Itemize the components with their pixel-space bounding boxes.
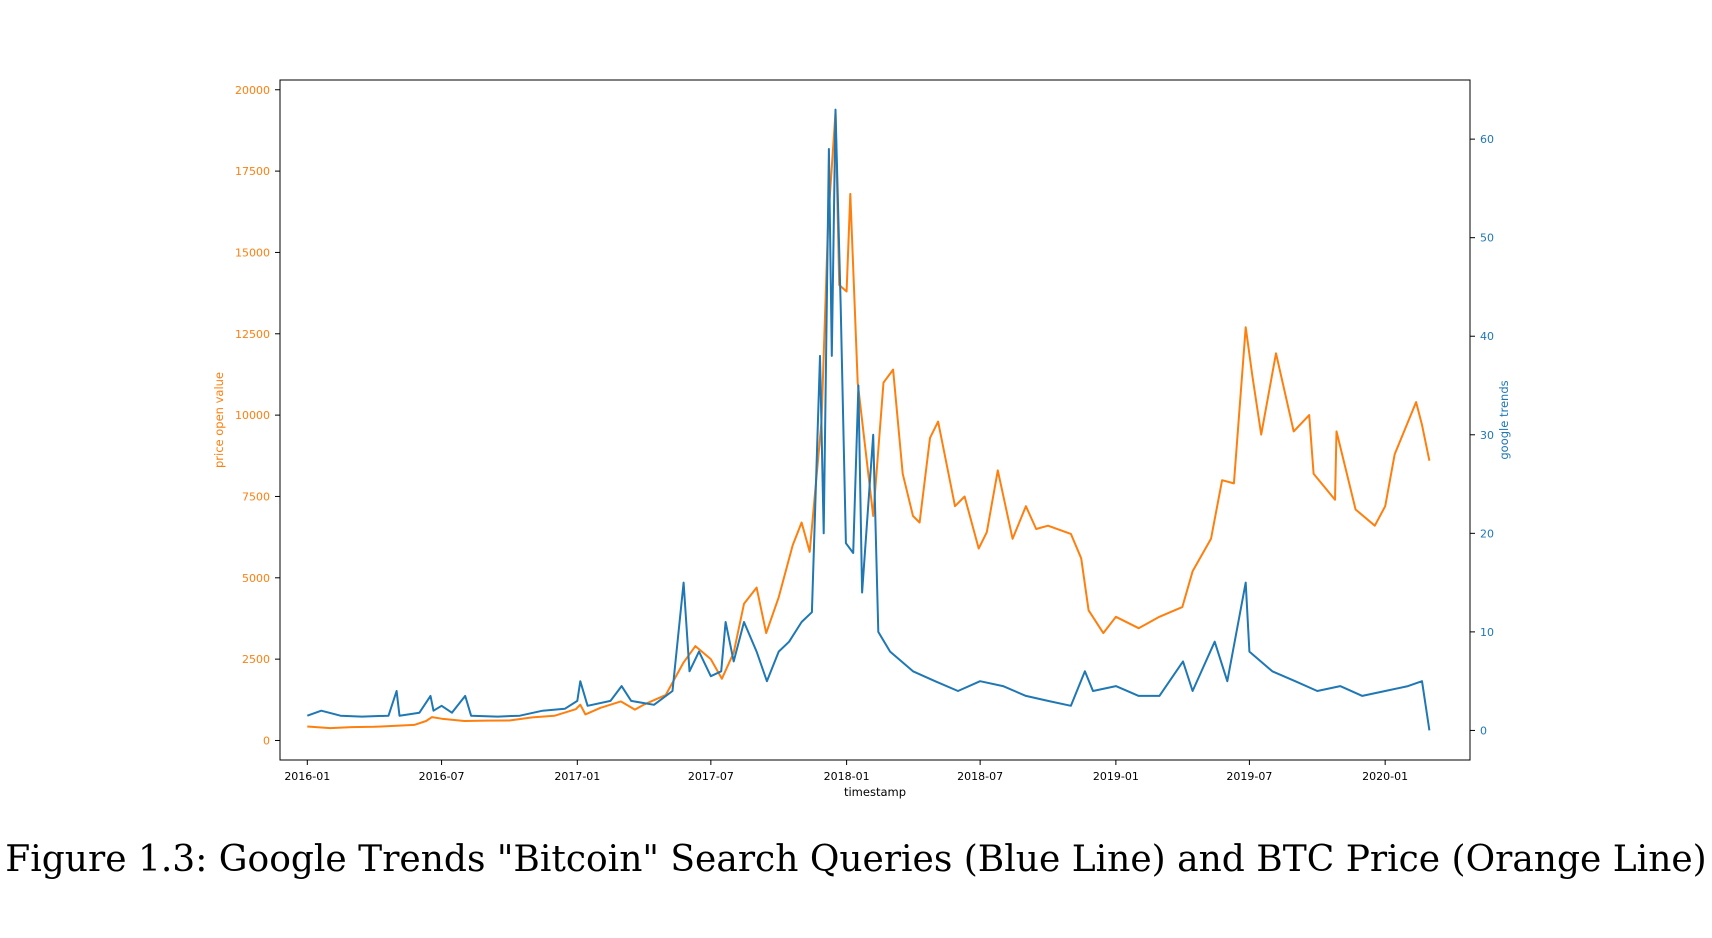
left-y-tick-label: 20000 [235, 84, 270, 97]
x-axis-label: timestamp [844, 785, 906, 799]
left-y-tick-label: 0 [263, 734, 270, 747]
price-series-line [307, 111, 1431, 730]
x-tick-label: 2016-07 [419, 770, 465, 783]
google-trends-series-line [306, 108, 1431, 731]
right-y-tick-label: 10 [1480, 626, 1494, 639]
x-tick-label: 2020-01 [1362, 770, 1408, 783]
left-y-axis-label: price open value [212, 372, 226, 468]
left-y-tick-label: 7500 [242, 490, 270, 503]
plot-frame [279, 79, 1471, 761]
right-y-tick-label: 60 [1480, 133, 1494, 146]
x-tick-label: 2019-07 [1226, 770, 1272, 783]
x-tick-label: 2016-01 [284, 770, 330, 783]
x-axis-ticks: 2016-01 2016-07 2017-01 2017-07 2018-01 2018-… [284, 760, 1408, 783]
left-y-tick-label: 15000 [235, 246, 270, 259]
right-y-tick-label: 50 [1480, 232, 1494, 245]
left-y-tick-label: 12500 [235, 328, 270, 341]
right-y-axis-label: google trends [1497, 380, 1511, 459]
right-y-tick-label: 40 [1480, 330, 1494, 343]
left-y-axis-ticks: 0 2500 5000 7500 10000 12500 15000 17500 20000 [235, 84, 280, 747]
x-tick-label: 2018-07 [957, 770, 1003, 783]
left-y-tick-label: 5000 [242, 572, 270, 585]
x-tick-label: 2019-01 [1093, 770, 1139, 783]
left-y-tick-label: 2500 [242, 653, 270, 666]
dual-axis-line-chart: 2016-01 2016-07 2017-01 2017-07 2018-01 2018-… [212, 79, 1511, 799]
right-y-tick-label: 30 [1480, 429, 1494, 442]
right-y-tick-label: 0 [1480, 724, 1487, 737]
x-tick-label: 2018-01 [824, 770, 870, 783]
right-y-tick-label: 20 [1480, 527, 1494, 540]
x-tick-label: 2017-01 [554, 770, 600, 783]
left-y-tick-label: 10000 [235, 409, 270, 422]
x-tick-label: 2017-07 [688, 770, 734, 783]
left-y-tick-label: 17500 [235, 165, 270, 178]
series-layer [306, 108, 1431, 731]
right-y-axis-ticks: 0 10 20 30 40 50 60 [1470, 133, 1494, 737]
figure-caption: Figure 1.3: Google Trends "Bitcoin" Sear… [5, 839, 1707, 880]
